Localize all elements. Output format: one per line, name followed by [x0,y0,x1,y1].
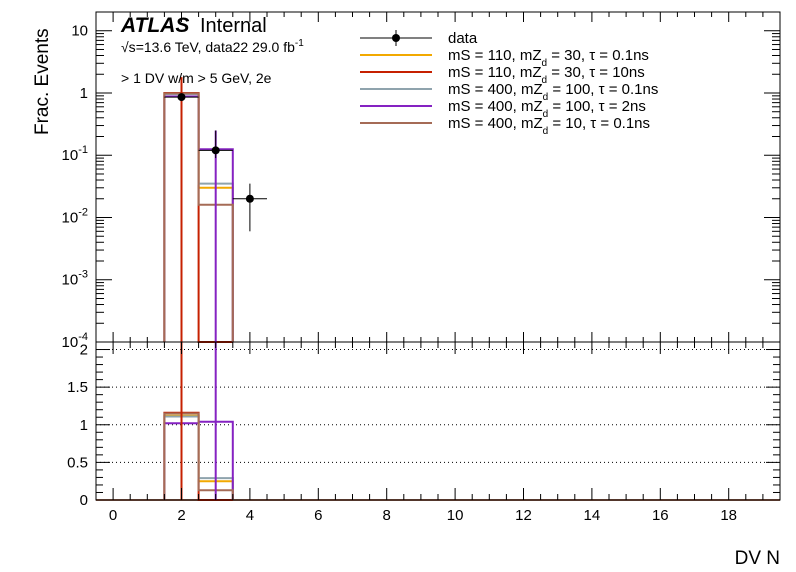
atlas-label: ATLAS [120,14,189,37]
legend-label-s3: mS = 400, mZd = 100, τ = 0.1ns [448,81,658,103]
energy-label: √s=13.6 TeV, data22 29.0 fb-1 [121,38,304,55]
hist-s5 [163,92,234,342]
x-tick-label: 8 [383,507,391,524]
y-tick-label: 10 [71,23,88,40]
x-tick-label: 2 [177,507,185,524]
x-tick-label: 0 [109,507,117,524]
ratio-y-tick-label: 0.5 [67,454,88,471]
ratio-y-tick-label: 1 [80,417,88,434]
y-tick-label: 10-1 [62,144,88,164]
data-point [245,194,254,203]
x-tick-label: 18 [720,507,737,524]
internal-label: Internal [200,15,267,37]
legend-label-s2: mS = 110, mZd = 30, τ = 10ns [448,64,645,86]
y-axis-label: Frac. Events [32,28,53,135]
x-axis-label: DV N [735,548,780,569]
x-tick-label: 4 [246,507,254,524]
top-panel: 10-4 10-3 10-2 10-1 1 10 [62,11,781,351]
data-point [211,146,220,155]
y-tick-label: 1 [80,85,88,102]
ratio-y-tick-label: 0 [80,492,88,509]
ratio-y-tick-label: 2 [80,342,88,359]
y-tick-label: 10-3 [62,269,88,289]
y-tick-label: 10-4 [62,331,88,351]
x-tick-label: 16 [652,507,669,524]
ratio-y-tick-label: 1.5 [67,379,88,396]
legend-marker-data-dot [392,34,400,42]
selection-label: > 1 DV w/m > 5 GeV, 2e [121,70,272,86]
legend-label-data: data [448,30,478,47]
x-tick-label: 14 [584,507,601,524]
y-tick-label: 10-2 [62,206,88,226]
x-tick-label: 6 [314,507,322,524]
data-point [177,93,186,102]
x-tick-label: 12 [515,507,532,524]
x-tick-label: 10 [447,507,464,524]
legend-label-s5: mS = 400, mZd = 10, τ = 0.1ns [448,115,650,137]
legend-label-s4: mS = 400, mZd = 100, τ = 2ns [448,98,646,120]
ratio-panel: 0 0.5 1 1.5 2 0 2 4 6 8 10 12 14 16 18 [67,341,781,524]
ratio-hist-s5 [163,412,234,500]
legend-label-s1: mS = 110, mZd = 30, τ = 0.1ns [448,47,649,69]
